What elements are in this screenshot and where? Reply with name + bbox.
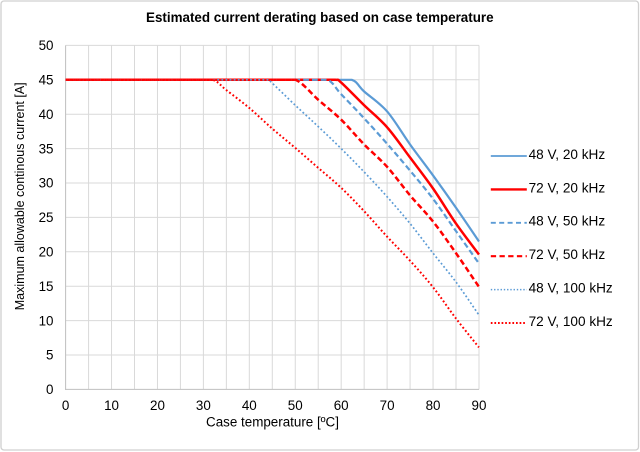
svg-text:72 V, 100 kHz: 72 V, 100 kHz — [529, 314, 613, 329]
svg-text:Estimated current derating bas: Estimated current derating based on case… — [146, 10, 494, 25]
svg-text:72 V, 50 kHz: 72 V, 50 kHz — [529, 247, 606, 262]
svg-text:10: 10 — [39, 313, 54, 328]
svg-text:45: 45 — [39, 73, 54, 88]
svg-text:40: 40 — [39, 107, 54, 122]
svg-text:50: 50 — [288, 398, 303, 413]
svg-text:60: 60 — [334, 398, 349, 413]
svg-text:20: 20 — [39, 245, 54, 260]
svg-text:0: 0 — [62, 398, 69, 413]
svg-text:48 V, 100 kHz: 48 V, 100 kHz — [529, 281, 613, 296]
svg-text:48 V, 50 kHz: 48 V, 50 kHz — [529, 214, 606, 229]
svg-text:25: 25 — [39, 210, 54, 225]
svg-text:48 V, 20 kHz: 48 V, 20 kHz — [529, 147, 606, 162]
svg-text:20: 20 — [150, 398, 165, 413]
svg-text:Maximum allowable continous c: Maximum allowable continous current [A] — [13, 82, 27, 310]
svg-text:72 V, 20 kHz: 72 V, 20 kHz — [529, 180, 606, 195]
svg-text:40: 40 — [242, 398, 257, 413]
svg-text:35: 35 — [39, 141, 54, 156]
svg-text:30: 30 — [39, 176, 54, 191]
svg-text:15: 15 — [39, 279, 54, 294]
svg-text:80: 80 — [426, 398, 441, 413]
svg-text:0: 0 — [46, 382, 53, 397]
svg-text:50: 50 — [39, 38, 54, 53]
svg-text:5: 5 — [46, 348, 53, 363]
svg-text:70: 70 — [380, 398, 395, 413]
svg-text:90: 90 — [472, 398, 487, 413]
svg-text:10: 10 — [104, 398, 119, 413]
svg-text:30: 30 — [196, 398, 211, 413]
svg-text:Case temperature [ºC]: Case temperature [ºC] — [206, 415, 339, 430]
